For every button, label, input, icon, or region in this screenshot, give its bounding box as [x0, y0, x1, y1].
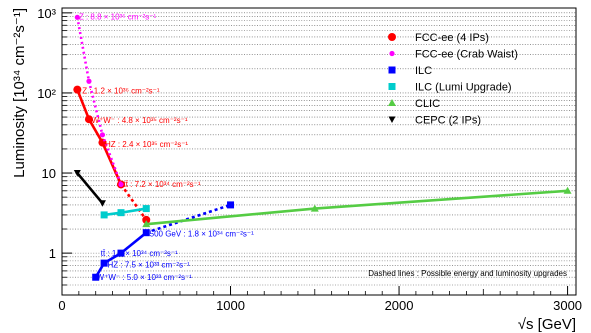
legend-marker	[389, 50, 395, 57]
y-tick-label: 10³	[37, 6, 56, 21]
y-axis-title: Luminosity [10³⁴ cm⁻²s⁻¹]	[11, 8, 28, 178]
series-upgrade-line	[119, 183, 148, 221]
data-point	[92, 273, 100, 281]
legend-marker	[388, 66, 396, 74]
axes: 0 1000 2000 3000 1 10 10² 10³	[37, 6, 582, 313]
upgrade-note: Dashed lines : Possible energy and lumin…	[368, 269, 567, 278]
annotation-label: Z : 8.8 × 10³⁶ cm⁻²s⁻¹	[79, 13, 157, 22]
annotation-label: tt̄ : 7.2 × 10³⁴ cm⁻²s⁻¹	[124, 180, 201, 189]
data-point	[99, 132, 106, 138]
data-point	[117, 209, 125, 217]
data-point	[73, 85, 82, 94]
legend-label: FCC-ee (Crab Waist)	[415, 49, 518, 61]
x-axis-title: √s [GeV]	[518, 316, 576, 333]
legend-marker	[388, 99, 396, 106]
legend-marker	[388, 116, 396, 123]
data-point	[227, 201, 235, 209]
annotation-label: HZ : 7.5 × 10³³ cm⁻²s⁻¹	[108, 261, 191, 270]
data-point	[73, 170, 81, 177]
series-0	[73, 85, 151, 224]
x-tick-label: 0	[58, 298, 65, 313]
plot-frame	[61, 7, 577, 296]
data-point	[563, 186, 572, 194]
data-point	[117, 249, 125, 257]
series-1	[74, 14, 124, 188]
annotation-label: Z : 1.2 × 10³⁶ cm⁻²s⁻¹	[82, 86, 160, 95]
data-point	[100, 259, 108, 267]
series-line	[76, 89, 123, 185]
x-tick-label: 2000	[385, 298, 414, 313]
series-5	[73, 170, 106, 207]
data-point	[118, 181, 124, 188]
y-tick-label: 1	[49, 246, 56, 261]
legend: FCC-ee (4 IPs) FCC-ee (Crab Waist) ILC ILC …	[388, 32, 518, 127]
series-layer	[73, 14, 572, 281]
series-3	[100, 205, 150, 219]
data-point	[142, 205, 150, 213]
y-tick-label: 10	[42, 166, 56, 181]
legend-label: CLIC	[415, 98, 440, 110]
data-point	[74, 14, 80, 20]
data-point	[310, 204, 319, 212]
series-line	[94, 231, 148, 278]
annotation-label: W⁺W⁻ : 4.8 × 10³⁵ cm⁻²s⁻¹	[91, 116, 187, 125]
legend-label: FCC-ee (4 IPs)	[415, 32, 489, 44]
series-line	[146, 189, 568, 226]
y-tick-label: 10²	[37, 86, 56, 101]
annotation-label: 500 GeV : 1.8 × 10³⁴ cm⁻²s⁻¹	[150, 230, 254, 239]
x-tick-label: 1000	[216, 298, 245, 313]
legend-marker	[388, 33, 396, 41]
series-line	[76, 172, 104, 205]
data-point	[100, 211, 108, 219]
legend-label: CEPC (2 IPs)	[415, 115, 481, 127]
data-point	[98, 200, 106, 207]
series-upgrade-line	[145, 203, 231, 234]
series-line	[103, 207, 147, 217]
annotation-label: tt̄ : 1.0 × 10³⁴ cm⁻²s⁻¹	[101, 249, 178, 258]
legend-marker	[388, 83, 396, 90]
data-point	[86, 78, 92, 84]
series-4	[142, 186, 572, 228]
series-line	[76, 17, 123, 185]
x-tick-label: 3000	[553, 298, 582, 313]
data-point	[142, 229, 150, 237]
data-point	[142, 220, 151, 228]
annotation-label: W⁺W⁻ : 5.0 × 10³³ cm⁻²s⁻¹	[97, 273, 193, 282]
annotations: Z : 8.8 × 10³⁶ cm⁻²s⁻¹ Z : 1.2 × 10³⁶ cm⁻…	[79, 13, 254, 283]
legend-label: ILC (Lumi Upgrade)	[415, 82, 512, 94]
legend-label: ILC	[415, 65, 432, 77]
data-point	[142, 215, 151, 224]
series-2	[92, 201, 235, 281]
data-point	[84, 115, 93, 124]
annotation-label: HZ : 2.4 × 10³⁵ cm⁻²s⁻¹	[105, 140, 188, 149]
